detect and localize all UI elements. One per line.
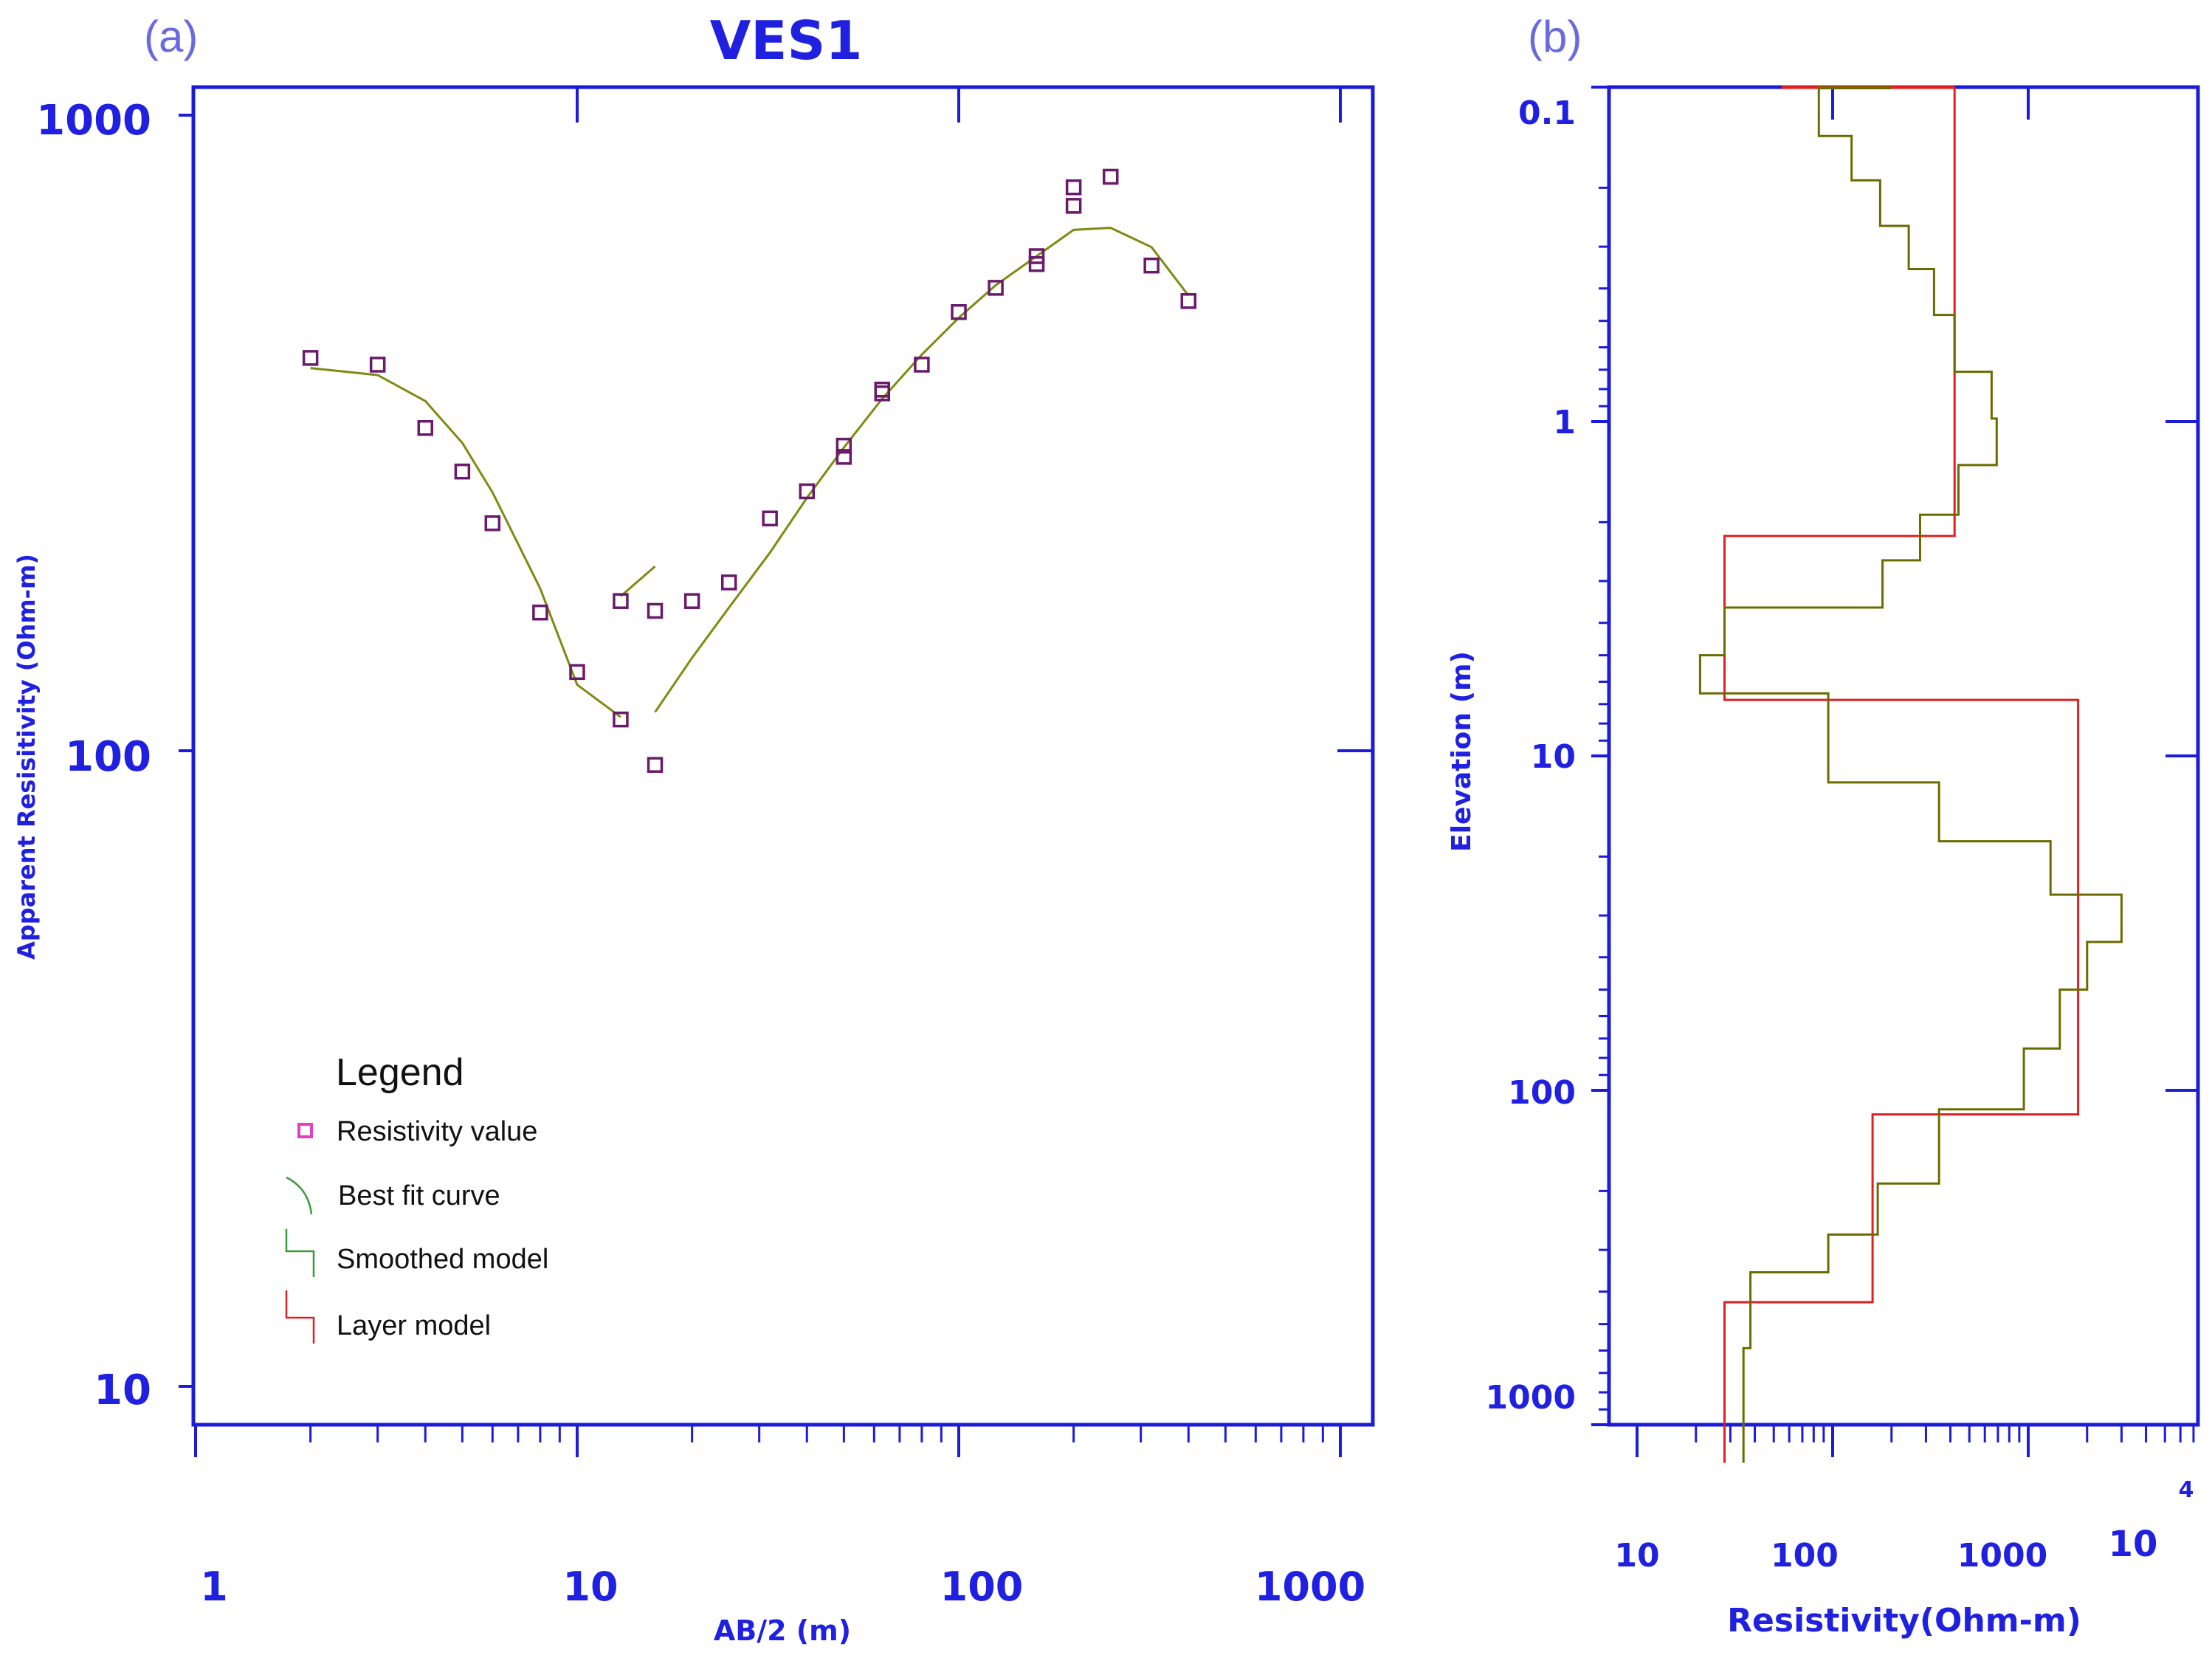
resistivity-point-24	[1065, 198, 1082, 214]
y-tick-label-1: 1	[1553, 404, 1576, 441]
axes-b	[1591, 86, 2198, 1457]
x-tick-label-10: 10	[562, 1564, 618, 1610]
x-axis-label-a: AB/2 (m)	[714, 1614, 851, 1647]
legend-title: Legend	[336, 1051, 464, 1094]
x-tick-label-1000: 1000	[1255, 1564, 1365, 1610]
y-tick-label-1000b: 1000	[1486, 1379, 1576, 1417]
tick-labels-b: 0.1 1 10 100 1000 10 100 1000 10 4	[1486, 94, 2194, 1575]
panel-a-letter: (a)	[144, 12, 198, 61]
resistivity-point-21	[988, 280, 1004, 296]
resistivity-point-5	[532, 604, 548, 621]
y-axis-label-b: Elevation (m)	[1447, 651, 1477, 852]
resistivity-point-16	[835, 437, 852, 454]
plot-area-a	[191, 85, 1375, 1427]
panel-b: (b) 0.1 1 10 100 1000 10 100 1000 10 4 R…	[1447, 12, 2200, 1640]
x-tick-label-10000b: 10	[2109, 1524, 2158, 1565]
y-tick-label-1000: 1000	[36, 97, 151, 145]
resistivity-point-2	[417, 419, 434, 436]
layer-model-line	[1723, 85, 2080, 1463]
legend-label-best-fit-curve: Best fit curve	[338, 1180, 500, 1211]
step-smooth-icon	[285, 1229, 315, 1277]
resistivity-point-25	[1065, 179, 1082, 196]
legend-label-resistivity-value: Resistivity value	[337, 1116, 537, 1147]
resistivity-point-11	[683, 593, 700, 609]
y-tick-label-10b: 10	[1531, 738, 1576, 776]
resistivity-point-13	[762, 510, 778, 527]
resistivity-point-12	[720, 574, 737, 591]
resistivity-point-28	[1180, 293, 1197, 309]
y-tick-label-100: 100	[65, 733, 151, 781]
x-tick-label-100: 100	[940, 1564, 1024, 1610]
resistivity-point-6	[569, 664, 585, 681]
resistivity-point-15	[835, 449, 852, 465]
y-tick-label-0.1: 0.1	[1518, 94, 1576, 132]
legend-label-layer-model: Layer model	[337, 1310, 491, 1341]
smoothed-model-step	[1698, 87, 2123, 1463]
arc-curve-icon	[286, 1176, 313, 1215]
y-axis-label-a: Apparent Resisitivity (Ohm-m)	[13, 554, 41, 960]
x-tick-label-100b: 100	[1771, 1537, 1839, 1575]
resistivity-point-9	[647, 757, 664, 773]
resistivity-point-1	[369, 357, 386, 373]
legend-label-smoothed-model: Smoothed model	[337, 1244, 548, 1275]
resistivity-point-18	[874, 382, 891, 398]
resistivity-point-26	[1102, 168, 1119, 185]
x-tick-exponent: 4	[2179, 1477, 2194, 1503]
resistivity-point-0	[302, 350, 319, 366]
resistivity-point-19	[914, 357, 930, 373]
resistivity-points	[302, 168, 1197, 773]
chart-a-title: VES1	[710, 10, 863, 72]
panel-b-letter: (b)	[1528, 12, 1582, 61]
square-marker-icon	[297, 1123, 313, 1138]
resistivity-point-14	[799, 483, 816, 500]
resistivity-point-7	[613, 711, 629, 728]
x-tick-label-10b: 10	[1614, 1537, 1659, 1575]
best-fit-segment-1	[619, 565, 656, 597]
tick-labels-a: 1 10 100 1000 10 100 1000	[36, 97, 1365, 1610]
layer-model-step	[1723, 87, 2080, 1463]
x-axis-label-b: Resistivity(Ohm-m)	[1727, 1602, 2081, 1640]
step-layer-icon	[285, 1290, 315, 1344]
resistivity-point-23	[1028, 248, 1045, 264]
resistivity-point-10	[647, 602, 664, 619]
best-fit-segment-2	[654, 227, 1190, 713]
plot-area-b	[1607, 85, 2200, 1427]
smoothed-model-line	[1698, 86, 2123, 1463]
y-tick-label-10: 10	[94, 1366, 151, 1414]
legend: Legend Resistivity value Best fit curve …	[285, 1051, 548, 1344]
axes-a	[179, 87, 1373, 1457]
x-tick-label-1000b: 1000	[1957, 1537, 2047, 1575]
x-tick-label-1: 1	[200, 1564, 228, 1610]
resistivity-point-27	[1143, 257, 1160, 274]
panel-a: (a) VES1 1 10 100 1000 10 100 1000 AB/2 …	[13, 10, 1375, 1647]
resistivity-point-20	[951, 303, 967, 320]
best-fit-curve	[310, 227, 1190, 718]
y-tick-label-100b: 100	[1508, 1074, 1576, 1112]
resistivity-point-8	[613, 593, 629, 609]
resistivity-point-4	[484, 515, 501, 532]
resistivity-point-3	[454, 463, 471, 480]
